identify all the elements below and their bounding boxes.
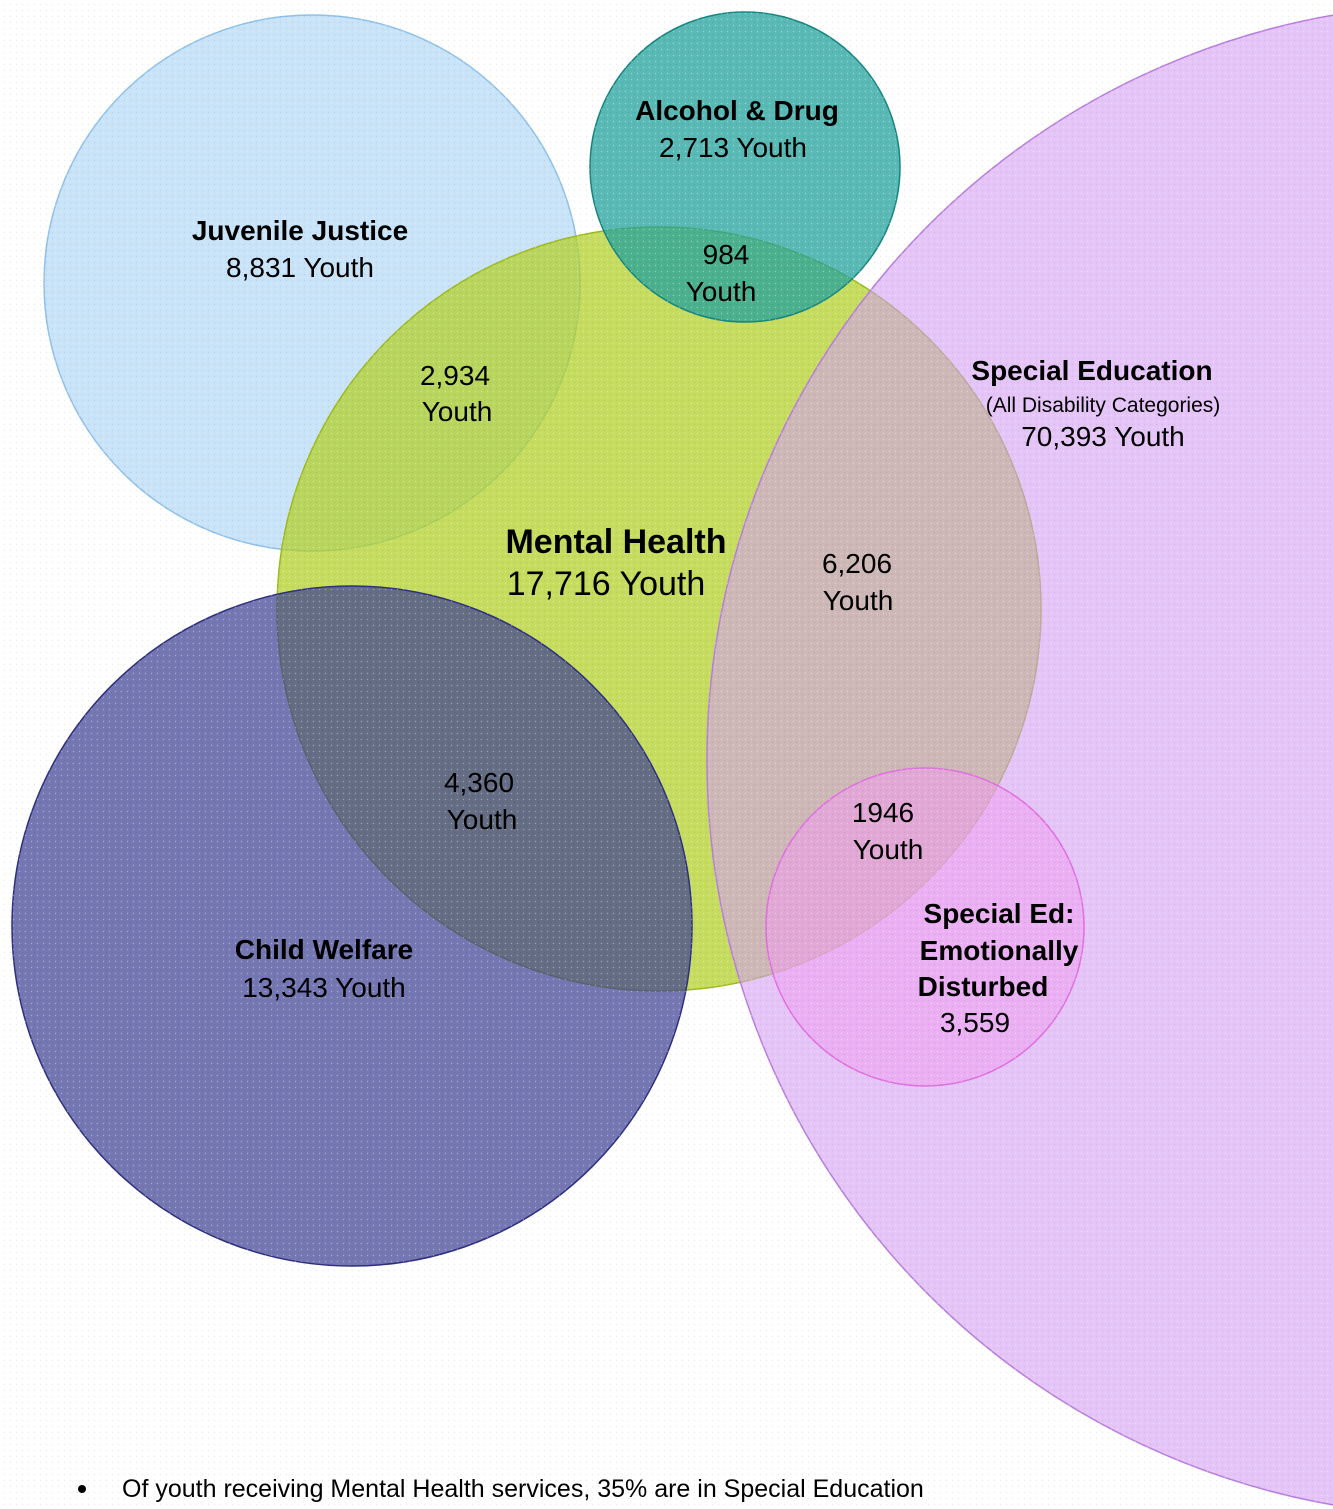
bullet xyxy=(78,1485,86,1493)
circle-title: Special Ed: xyxy=(924,898,1075,929)
circle-count: 2,713 Youth xyxy=(659,132,807,163)
circle-title: Special Education xyxy=(971,355,1212,386)
overlap-value: 4,360 xyxy=(444,767,514,798)
circle-count: 3,559 xyxy=(940,1007,1010,1038)
overlap-unit: Youth xyxy=(686,276,757,307)
overlap-unit: Youth xyxy=(447,804,518,835)
overlap-value: 984 xyxy=(703,239,750,270)
notes: Of youth receiving Mental Health service… xyxy=(78,1475,924,1503)
circle-title: Mental Health xyxy=(505,523,726,561)
overlap-value: 6,206 xyxy=(822,548,892,579)
overlap-value: 2,934 xyxy=(420,360,490,391)
circle-title: Juvenile Justice xyxy=(192,215,408,246)
circle-count: 13,343 Youth xyxy=(242,972,406,1003)
overlap-unit: Youth xyxy=(422,396,493,427)
overlap-unit: Youth xyxy=(853,834,924,865)
circle-count: 17,716 Youth xyxy=(507,565,706,603)
circle-count: 8,831 Youth xyxy=(226,252,374,283)
circle-title: Child Welfare xyxy=(235,934,413,965)
overlap-unit: Youth xyxy=(823,585,894,616)
circle-title: Disturbed xyxy=(918,971,1049,1002)
overlap-value: 1946 xyxy=(852,797,914,828)
circle-subtitle: (All Disability Categories) xyxy=(986,394,1221,417)
circle-title: Emotionally xyxy=(920,935,1079,966)
circle-title: Alcohol & Drug xyxy=(635,95,839,126)
circle-count: 70,393 Youth xyxy=(1021,421,1185,452)
note: Of youth receiving Mental Health service… xyxy=(122,1475,924,1503)
circle-labels: Juvenile Justice 8,831 Youth Alcohol & D… xyxy=(192,95,1220,1038)
overlap-labels: 984 Youth 2,934 Youth 6,206 Youth 4,360 … xyxy=(420,239,923,865)
